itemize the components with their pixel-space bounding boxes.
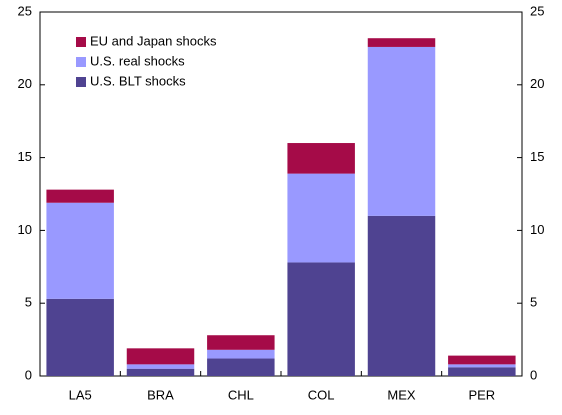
bar-segment [287,143,355,174]
bar-segment [126,368,195,376]
bar-segment [126,364,195,369]
x-tick-label: MEX [387,387,416,402]
bar-segment [448,364,516,368]
y2-tick-label: 10 [530,222,544,237]
y2-tick-label: 5 [530,295,537,310]
bar-segment [207,349,275,359]
y2-tick-label: 15 [530,149,544,164]
bar-segment [287,262,355,376]
bar-segment [367,46,436,216]
bar-segment [448,355,516,365]
y-tick-label: 10 [18,222,32,237]
legend-swatch [76,37,86,47]
bar-segment [367,215,436,376]
y2-tick-label: 25 [530,3,544,18]
y-tick-label: 20 [18,76,32,91]
x-tick-label: COL [308,387,335,402]
y2-tick-label: 20 [530,76,544,91]
bar-segment [448,367,516,376]
y-tick-label: 0 [25,367,32,382]
legend-label: EU and Japan shocks [90,33,217,48]
bar-segment [46,189,114,203]
x-tick-label: BRA [147,387,174,402]
legend-swatch [76,57,86,67]
y-tick-label: 5 [25,295,32,310]
legend-swatch [76,77,86,87]
bar-segment [46,298,114,376]
bar-segment [287,173,355,263]
x-tick-label: CHL [228,387,254,402]
bar-segment [207,335,275,350]
bar-segment [207,358,275,376]
legend-label: U.S. real shocks [90,53,185,68]
x-tick-label: PER [468,387,495,402]
legend-label: U.S. BLT shocks [90,73,186,88]
x-tick-label: LA5 [69,387,92,402]
bar-segment [126,348,195,365]
y2-tick-label: 0 [530,367,537,382]
y-tick-label: 15 [18,149,32,164]
bar-segment [46,202,114,299]
plot-area [39,11,523,377]
bar-segment [367,38,436,47]
y-tick-label: 25 [18,3,32,18]
